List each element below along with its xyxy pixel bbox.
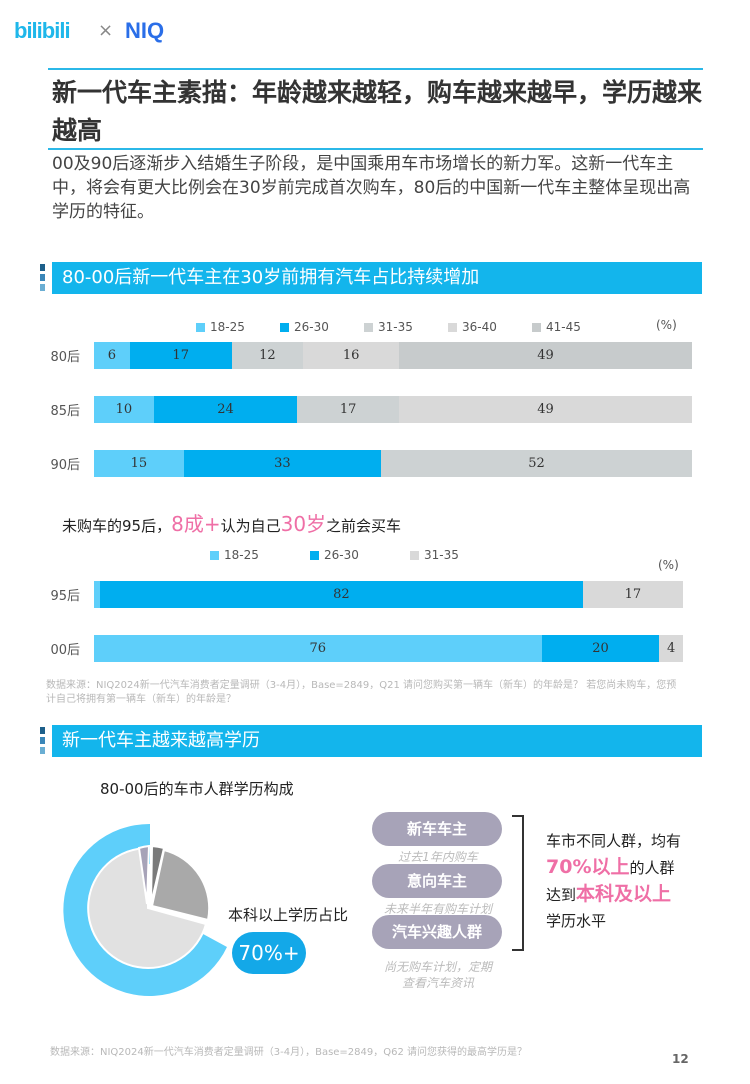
- legend-label: 18-25: [210, 320, 245, 334]
- bar-segment: 15: [94, 450, 184, 477]
- bar-segment: 4: [659, 635, 683, 662]
- chart1-unit: (%): [656, 318, 677, 332]
- conclusion-line: 达到: [546, 886, 577, 904]
- conclusion-highlight: 70%以上: [546, 856, 630, 878]
- group-sub: 未来半年有购车计划: [383, 902, 492, 916]
- legend-swatch: [210, 550, 219, 560]
- row-label: 80后: [50, 350, 80, 365]
- section2-header: 新一代车主越来越高学历: [52, 725, 702, 757]
- row-label: 85后: [50, 404, 80, 419]
- bar-row: 95后 82 17: [40, 581, 683, 608]
- bracket: [512, 815, 524, 951]
- conclusion-text: 车市不同人群，均有 70%以上的人群 达到本科及以上 学历水平: [546, 828, 716, 934]
- stacked-bar: 76 20 4: [94, 635, 683, 662]
- bar-segment: [94, 581, 100, 608]
- logo-separator: ×: [98, 20, 114, 41]
- chart2-title: 未购车的95后，8成+认为自己30岁之前会买车: [62, 508, 401, 537]
- legend-swatch: [196, 322, 205, 332]
- legend-label: 31-35: [424, 548, 459, 562]
- section-decoration: [40, 727, 46, 757]
- chart1-legend: 18-25 26-30 31-35 36-40 41-45: [196, 320, 616, 334]
- subtitle-highlight: 8成+: [171, 512, 221, 536]
- donut-badge: 70%+: [232, 932, 306, 974]
- subtitle-text: 之前会买车: [326, 517, 402, 535]
- conclusion-line: 车市不同人群，均有: [546, 832, 682, 850]
- stacked-bar: 6 17 12 16 49: [94, 342, 692, 369]
- bar-segment: 17: [582, 581, 683, 608]
- group-pill-intent-owners: 意向车主: [372, 864, 502, 898]
- conclusion-line: 学历水平: [546, 912, 607, 930]
- conclusion-highlight: 本科及以上: [576, 883, 672, 905]
- bar-segment: 6: [94, 342, 130, 369]
- niq-logo: NIQ: [125, 18, 165, 43]
- bar-segment: 17: [297, 396, 399, 423]
- stacked-bar: 15 33 52: [94, 450, 692, 477]
- legend-label: 26-30: [324, 548, 359, 562]
- legend-swatch: [410, 550, 419, 560]
- legend-label: 26-30: [294, 320, 329, 334]
- bar-segment: 17: [129, 342, 232, 369]
- donut-label: 本科以上学历占比: [228, 906, 349, 924]
- bar-segment: 16: [303, 342, 399, 369]
- intro-paragraph: 00及90后逐渐步入结婚生子阶段，是中国乘用车市场增长的新力军。这新一代车主中，…: [52, 154, 691, 222]
- section1-header: 80-00后新一代车主在30岁前拥有汽车占比持续增加: [52, 262, 702, 294]
- title-top-rule: [48, 68, 703, 70]
- legend-label: 36-40: [462, 320, 497, 334]
- bar-row: 00后 76 20 4: [40, 635, 683, 662]
- legend-label: 31-35: [378, 320, 413, 334]
- bar-row: 85后 10 24 17 49: [40, 396, 692, 423]
- row-label: 00后: [50, 643, 80, 658]
- bar-segment: 10: [94, 396, 154, 423]
- subtitle-text: 认为自己: [220, 517, 281, 535]
- legend-swatch: [532, 322, 541, 332]
- section1-source: 数据来源：NIQ2024新一代汽车消费者定量调研（3-4月），Base=2849…: [46, 680, 677, 705]
- bar-segment: 82: [99, 581, 583, 608]
- conclusion-line: 的人群: [629, 859, 675, 877]
- bar-row: 90后 15 33 52: [40, 450, 692, 477]
- subtitle-highlight: 30岁: [280, 512, 327, 536]
- section2-source: 数据来源：NIQ2024新一代汽车消费者定量调研（3-4月），Base=2849…: [50, 1047, 528, 1058]
- bar-segment: 76: [94, 635, 542, 662]
- bar-segment: 49: [398, 342, 692, 369]
- chart2-unit: (%): [658, 558, 679, 572]
- bar-segment: 12: [231, 342, 304, 369]
- group-sub: 尚无购车计划，定期: [383, 960, 492, 974]
- subtitle-text: 未购车的95后，: [62, 517, 172, 535]
- bar-segment: 24: [153, 396, 298, 423]
- page-title: 新一代车主素描：年龄越来越轻，购车越来越早，学历越来越高: [52, 78, 703, 145]
- row-label: 95后: [50, 589, 80, 604]
- bar-segment: 20: [541, 635, 660, 662]
- legend-label: 18-25: [224, 548, 259, 562]
- row-label: 90后: [50, 458, 80, 473]
- page-number: 12: [672, 1052, 689, 1066]
- bilibili-logo: bilibili: [14, 18, 71, 43]
- group-sub: 过去1年内购车: [398, 850, 478, 864]
- stacked-bar: 82 17: [94, 581, 683, 608]
- legend-label: 41-45: [546, 320, 581, 334]
- group-pill-new-owners: 新车车主: [372, 812, 502, 846]
- group-pill-interest: 汽车兴趣人群: [372, 915, 502, 949]
- bar-row: 80后 6 17 12 16 49: [40, 342, 692, 369]
- education-donut-chart: [63, 823, 227, 996]
- chart1-bars: 80后 6 17 12 16 49 85后 10 24 17 49 90后 15 33 52: [40, 342, 692, 504]
- title-bottom-rule: [48, 148, 703, 150]
- legend-swatch: [280, 322, 289, 332]
- legend-swatch: [448, 322, 457, 332]
- group-sub: 查看汽车资讯: [401, 976, 474, 990]
- stacked-bar: 10 24 17 49: [94, 396, 692, 423]
- chart2-legend: 18-25 26-30 31-35: [210, 548, 510, 562]
- section-decoration: [40, 264, 46, 294]
- legend-swatch: [364, 322, 373, 332]
- bar-segment: 49: [398, 396, 692, 423]
- chart2-bars: 95后 82 17 00后 76 20 4: [40, 581, 683, 689]
- donut-chart-title: 80-00后的车市人群学历构成: [100, 780, 294, 798]
- legend-swatch: [310, 550, 319, 560]
- bar-segment: 52: [381, 450, 692, 477]
- bar-segment: 33: [183, 450, 382, 477]
